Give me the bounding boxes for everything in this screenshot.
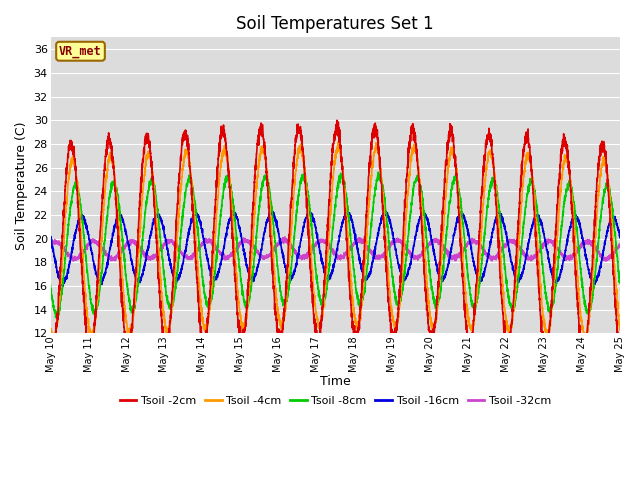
Y-axis label: Soil Temperature (C): Soil Temperature (C) — [15, 121, 28, 250]
Legend: Tsoil -2cm, Tsoil -4cm, Tsoil -8cm, Tsoil -16cm, Tsoil -32cm: Tsoil -2cm, Tsoil -4cm, Tsoil -8cm, Tsoi… — [115, 392, 556, 411]
X-axis label: Time: Time — [320, 375, 351, 388]
Title: Soil Temperatures Set 1: Soil Temperatures Set 1 — [236, 15, 434, 33]
Text: VR_met: VR_met — [59, 45, 102, 58]
